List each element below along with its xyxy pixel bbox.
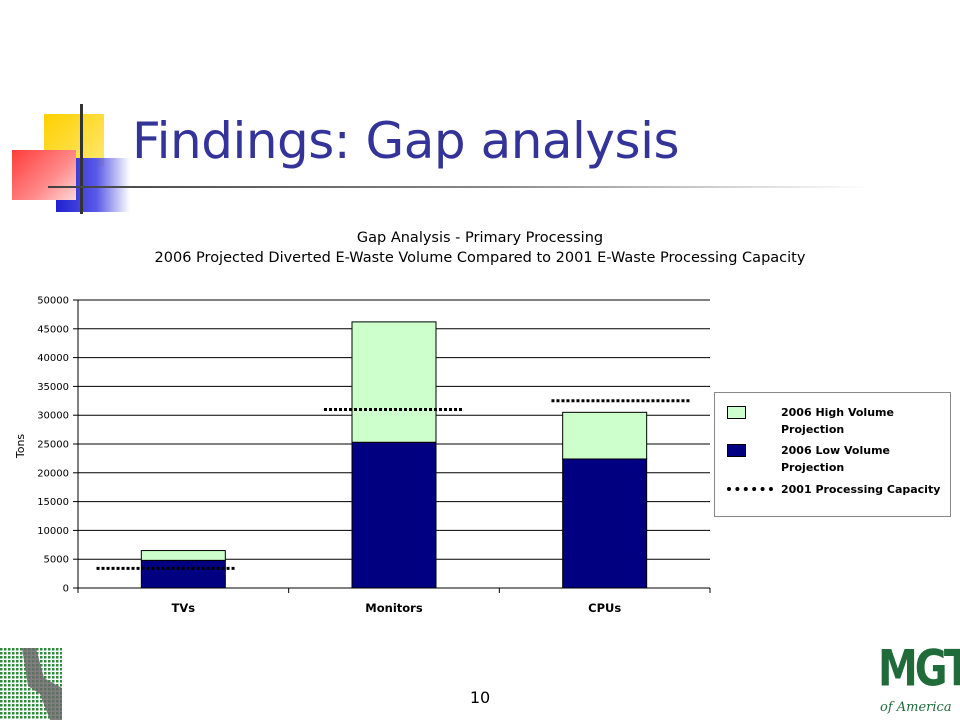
y-tick-label: 30000 <box>37 411 69 422</box>
y-axis-label: Tons <box>14 434 27 460</box>
chart-legend: 2006 High Volume Projection 2006 Low Vol… <box>714 392 951 517</box>
bar-high-monitors <box>351 321 437 443</box>
y-tick-label: 15000 <box>37 497 69 508</box>
y-tick-label: 5000 <box>44 555 69 566</box>
bar-low-cpus <box>562 458 648 589</box>
legend-label-capacity: 2001 Processing Capacity <box>781 483 941 496</box>
y-tick-label: 10000 <box>37 526 69 537</box>
x-tick-label: Monitors <box>365 601 423 615</box>
legend-swatch-capacity <box>727 487 773 491</box>
y-tick-label: 45000 <box>37 324 69 335</box>
title-divider <box>48 186 868 188</box>
bar-high-tvs <box>140 550 226 561</box>
y-tick-label: 40000 <box>37 353 69 364</box>
decor-corner-pattern <box>0 648 62 720</box>
y-tick-label: 35000 <box>37 382 69 393</box>
chart-title: Gap Analysis - Primary Processing <box>356 230 604 246</box>
bar-high-cpus <box>562 411 648 460</box>
legend-swatch-low <box>727 444 746 457</box>
bars <box>140 321 648 589</box>
mgt-logo: MGT of America <box>874 640 960 720</box>
y-tick-label: 25000 <box>37 440 69 451</box>
decor-red-square <box>12 150 76 200</box>
x-tick-label: TVs <box>172 601 196 615</box>
mgt-logo-subtitle: of America <box>880 700 952 715</box>
page-number: 10 <box>469 688 491 707</box>
y-tick-label: 20000 <box>37 468 69 479</box>
mgt-logo-letters: MGT <box>878 640 960 698</box>
legend-label-high: 2006 High Volume Projection <box>781 406 894 436</box>
chart-subtitle: 2006 Projected Diverted E-Waste Volume C… <box>154 250 806 266</box>
y-tick-label: 0 <box>63 584 69 595</box>
y-tick-label: 50000 <box>37 296 69 307</box>
capacity-lines <box>96 399 692 570</box>
legend-swatch-high <box>727 406 746 419</box>
bar-low-tvs <box>140 559 226 589</box>
bar-low-monitors <box>351 441 437 589</box>
chart-title-block: Gap Analysis - Primary Processing 2006 P… <box>0 228 960 268</box>
decor-vertical-line <box>80 104 83 214</box>
slide-title: Findings: Gap analysis <box>132 112 680 170</box>
x-tick-label: CPUs <box>588 601 621 615</box>
axes: 0 5000 10000 15000 20000 25000 30000 35000 40000… <box>37 296 711 615</box>
legend-label-low: 2006 Low Volume Projection <box>781 444 890 474</box>
